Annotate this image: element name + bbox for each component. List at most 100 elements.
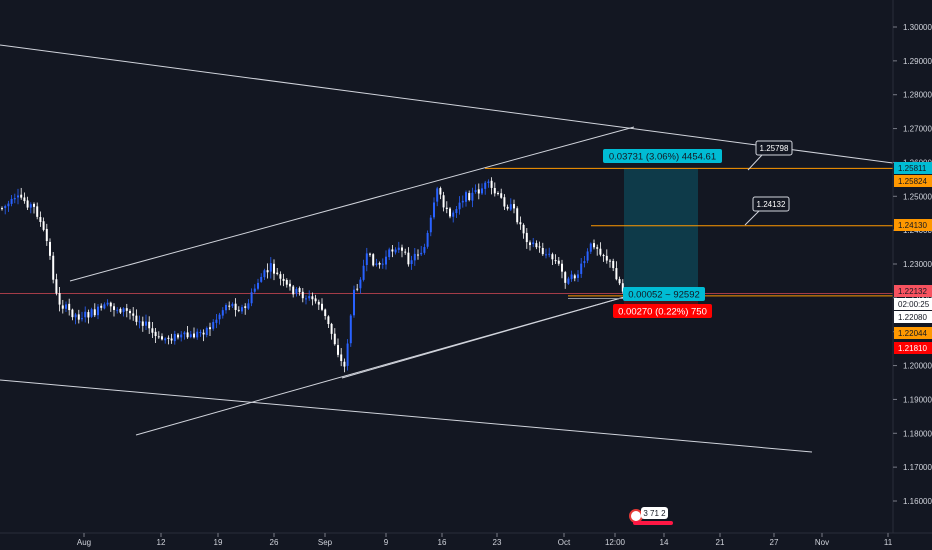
candle (468, 190, 471, 202)
candle (68, 298, 71, 316)
candle (55, 273, 58, 296)
candle (228, 301, 231, 311)
candle (327, 315, 330, 329)
price-tag-label: 1.21810 (898, 344, 927, 353)
candle (74, 312, 77, 325)
stop-label: 0.00270 (0.22%) 750 (613, 304, 712, 318)
candle (615, 261, 618, 281)
candle (365, 247, 368, 272)
x-tick-label: 12 (157, 538, 166, 547)
candle (471, 187, 474, 208)
candle (593, 239, 595, 250)
entry-label: 0.00052 ~ 92592 (623, 287, 705, 301)
candle (554, 254, 557, 264)
candle (340, 348, 343, 367)
candle (116, 307, 119, 314)
y-tick-label: 1.27000 (903, 125, 932, 134)
profit-label-text: 0.03731 (3.06%) 4454.61 (609, 152, 716, 163)
price-callout[interactable]: 1.25798 (747, 140, 793, 171)
candle (183, 331, 186, 340)
profit-label: 0.03731 (3.06%) 4454.61 (603, 149, 722, 163)
candle (564, 270, 567, 289)
upper-descending-trendline[interactable] (0, 44, 894, 164)
lower-descending-trendline[interactable] (0, 379, 813, 453)
x-tick-label: Sep (318, 538, 333, 547)
candle (93, 303, 96, 318)
candle (525, 228, 528, 249)
x-tick-label: 9 (384, 538, 389, 547)
price-callout[interactable]: 1.24132 (744, 196, 790, 226)
candle (161, 333, 163, 341)
candle (263, 268, 266, 281)
x-tick-label: 11 (884, 538, 893, 547)
candle (221, 307, 224, 319)
candle (516, 206, 519, 225)
entry-label-text: 0.00052 ~ 92592 (628, 290, 700, 301)
candle (317, 299, 320, 310)
candle (276, 267, 279, 276)
candle (23, 192, 26, 204)
candle (407, 247, 410, 267)
candle (61, 299, 64, 314)
candle (157, 331, 160, 339)
candle (225, 303, 227, 314)
candle (269, 257, 272, 279)
candle (333, 328, 336, 346)
candle (49, 238, 51, 260)
candle (439, 186, 442, 200)
candle (29, 202, 32, 214)
candle (343, 358, 346, 373)
x-tick-label: Nov (815, 538, 829, 547)
candle (305, 295, 307, 305)
price-callouts[interactable]: 1.25798 1.24132 (744, 140, 793, 226)
candle (81, 311, 83, 322)
candle (535, 240, 538, 250)
horizontal-levels[interactable] (0, 167, 893, 300)
candle (90, 307, 93, 318)
candle (372, 253, 375, 267)
trend-lines[interactable] (0, 44, 894, 453)
candle (33, 202, 35, 214)
x-tick-label: 19 (214, 538, 223, 547)
candle (266, 263, 269, 279)
candle (10, 194, 13, 207)
candle (452, 210, 455, 223)
x-tick-label: Aug (77, 538, 91, 547)
candle (311, 292, 314, 306)
candle (599, 242, 602, 257)
candle (26, 196, 29, 210)
candle (391, 244, 394, 258)
x-tick-label: 21 (716, 538, 725, 547)
flag-icon (629, 509, 643, 523)
candle (247, 299, 250, 310)
candle (125, 303, 128, 318)
candle (369, 252, 371, 257)
candle (522, 223, 525, 239)
rising-support-line[interactable] (341, 295, 629, 379)
candle (567, 276, 570, 285)
upper-rising-channel-line[interactable] (69, 126, 635, 282)
candle (170, 333, 173, 344)
candle (212, 319, 215, 331)
candle (52, 252, 55, 284)
candle (493, 182, 496, 197)
candle (138, 315, 141, 329)
candle (177, 333, 179, 340)
candle (209, 322, 211, 336)
candle (186, 326, 189, 339)
candle (577, 270, 579, 282)
price-tags: 1.25811 1.25824 1.24130 1.22132 1.22080 02:00… (894, 162, 932, 354)
candle (378, 261, 381, 269)
candle (282, 273, 285, 287)
economic-events-badge[interactable]: 3 71 2 (629, 507, 673, 525)
candle (196, 328, 199, 340)
y-tick-label: 1.19000 (903, 395, 932, 404)
position-zones (624, 168, 698, 305)
candle (442, 191, 445, 212)
candle (545, 248, 547, 259)
x-tick-label: 26 (270, 538, 279, 547)
time-axis[interactable]: Aug 12 19 26 Sep 9 16 23 Oct 12:00 14 21 27 Nov 11 (77, 533, 893, 547)
badge-dot (633, 521, 673, 525)
profit-zone[interactable] (624, 168, 698, 294)
